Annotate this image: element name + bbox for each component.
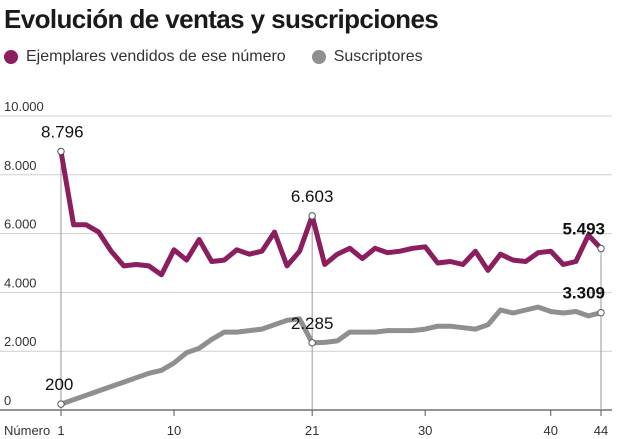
y-tick-label: 4.000 (4, 275, 37, 290)
x-tick-label: 10 (167, 423, 181, 438)
chart-title: Evolución de ventas y suscripciones (4, 4, 439, 34)
data-point (597, 309, 605, 317)
y-tick-label: 2.000 (4, 334, 37, 349)
data-label: 200 (45, 375, 73, 394)
data-point (57, 400, 65, 408)
data-point (308, 339, 316, 347)
x-axis-label: Número (4, 423, 50, 438)
data-label: 3.309 (562, 284, 605, 303)
data-label: 6.603 (291, 187, 334, 206)
data-label: 2.285 (291, 314, 334, 333)
y-tick-label: 10.000 (4, 99, 44, 114)
legend-label-suscriptores: Suscriptores (333, 48, 423, 65)
x-tick-label: 40 (544, 423, 558, 438)
x-tick-label: 21 (305, 423, 319, 438)
legend-item-suscriptores: Suscriptores (308, 48, 423, 66)
data-point (597, 244, 605, 253)
y-tick-label: 0 (4, 393, 11, 408)
series-line-suscriptores (58, 304, 604, 407)
x-tick-label: 1 (57, 423, 64, 438)
legend-label-ventas: Ejemplares vendidos de ese número (26, 48, 286, 65)
data-point (308, 212, 316, 220)
y-tick-label: 8.000 (4, 158, 37, 173)
y-tick-label: 6.000 (4, 217, 37, 232)
data-label: 5.493 (562, 220, 605, 239)
x-tick-label: 30 (418, 423, 432, 438)
data-label: 8.796 (41, 122, 84, 141)
legend: Ejemplares vendidos de ese número Suscri… (0, 46, 445, 68)
legend-marker-ventas (4, 50, 18, 64)
legend-marker-suscriptores (311, 50, 326, 64)
legend-item-ventas: Ejemplares vendidos de ese número (0, 48, 286, 66)
x-tick-label: 44 (594, 423, 608, 438)
data-point (57, 147, 65, 156)
series-line-ventas (58, 148, 604, 278)
